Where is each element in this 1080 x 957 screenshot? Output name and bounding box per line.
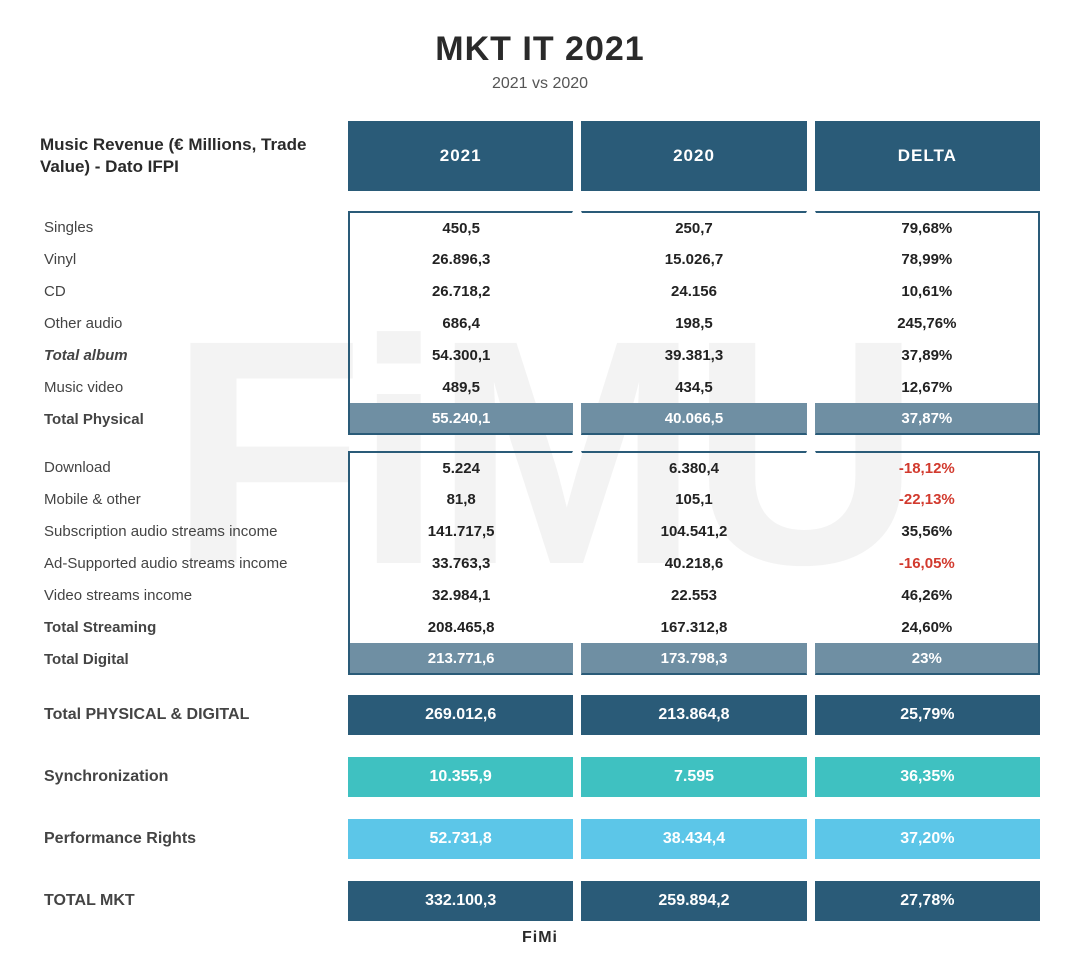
digital-row-label: Download: [40, 451, 340, 483]
digital-subtotal-cell: 23%: [815, 643, 1040, 675]
col-header-delta: DELTA: [815, 121, 1040, 191]
physical-subtotal-cell: 55.240,1: [348, 403, 573, 435]
digital-cell: -16,05%: [815, 547, 1040, 579]
group-digital: Download5.2246.380,4 -18,12% Mobile & othe…: [40, 451, 1040, 675]
summary-bar-cell: 27,78%: [815, 881, 1040, 921]
physical-cell: 78,99%: [815, 243, 1040, 275]
physical-cell: 39.381,3: [581, 339, 806, 371]
physical-cell: 24.156: [581, 275, 806, 307]
digital-cell: 81,8: [348, 483, 573, 515]
summary-bar-cell: 259.894,2: [581, 881, 806, 921]
digital-cell: 35,56%: [815, 515, 1040, 547]
physical-cell: 434,5: [581, 371, 806, 403]
summary-bar-cell: 269.012,6: [348, 695, 573, 735]
digital-cell: -18,12%: [815, 451, 1040, 483]
digital-cell: 46,26%: [815, 579, 1040, 611]
digital-row-label: Mobile & other: [40, 483, 340, 515]
page-subtitle: 2021 vs 2020: [40, 75, 1040, 93]
digital-cell: 104.541,2: [581, 515, 806, 547]
digital-cell: 40.218,6: [581, 547, 806, 579]
summary-bar-row: Total PHYSICAL & DIGITAL269.012,6213.864…: [40, 695, 1040, 735]
header-row: Music Revenue (€ Millions, Trade Value) …: [40, 121, 1040, 191]
summary-bar-row: Synchronization10.355,97.59536,35%: [40, 757, 1040, 797]
digital-row-label: Total Streaming: [40, 611, 340, 643]
digital-cell: 141.717,5: [348, 515, 573, 547]
digital-cell: 33.763,3: [348, 547, 573, 579]
physical-cell: 489,5: [348, 371, 573, 403]
digital-row-label: Video streams income: [40, 579, 340, 611]
physical-cell: 54.300,1: [348, 339, 573, 371]
digital-cell: 208.465,8: [348, 611, 573, 643]
physical-cell: 245,76%: [815, 307, 1040, 339]
summary-bar-cell: 332.100,3: [348, 881, 573, 921]
digital-subtotal-label: Total Digital: [40, 643, 340, 675]
digital-row-label: Subscription audio streams income: [40, 515, 340, 547]
summary-bar-cell: 7.595: [581, 757, 806, 797]
physical-cell: 26.896,3: [348, 243, 573, 275]
summary-bar-label: Synchronization: [40, 757, 340, 797]
physical-cell: 198,5: [581, 307, 806, 339]
summary-bar-cell: 52.731,8: [348, 819, 573, 859]
summary-bar-row: TOTAL MKT332.100,3259.894,227,78%: [40, 881, 1040, 921]
physical-row-label: Singles: [40, 211, 340, 243]
physical-row-label: Other audio: [40, 307, 340, 339]
summary-bar-cell: 38.434,4: [581, 819, 806, 859]
physical-cell: 26.718,2: [348, 275, 573, 307]
summary-bar-label: TOTAL MKT: [40, 881, 340, 921]
digital-cell: 32.984,1: [348, 579, 573, 611]
digital-cell: 167.312,8: [581, 611, 806, 643]
digital-subtotal-cell: 173.798,3: [581, 643, 806, 675]
digital-subtotal-cell: 213.771,6: [348, 643, 573, 675]
col-header-2021: 2021: [348, 121, 573, 191]
digital-cell: -22,13%: [815, 483, 1040, 515]
physical-cell: 15.026,7: [581, 243, 806, 275]
physical-cell: 250,7: [581, 211, 806, 243]
physical-cell: 79,68%: [815, 211, 1040, 243]
page-title: MKT IT 2021: [40, 30, 1040, 69]
digital-cell: 22.553: [581, 579, 806, 611]
physical-subtotal-cell: 37,87%: [815, 403, 1040, 435]
summary-bar-cell: 213.864,8: [581, 695, 806, 735]
summary-bar-label: Total PHYSICAL & DIGITAL: [40, 695, 340, 735]
physical-cell: 12,67%: [815, 371, 1040, 403]
summary-bar-cell: 36,35%: [815, 757, 1040, 797]
report-page: MKT IT 2021 2021 vs 2020 Music Revenue (…: [0, 0, 1080, 957]
summary-bars: Total PHYSICAL & DIGITAL269.012,6213.864…: [40, 695, 1040, 921]
group-physical: Singles450,5250,7 79,68% Vinyl26.896,315.0…: [40, 211, 1040, 435]
physical-cell: 37,89%: [815, 339, 1040, 371]
summary-bar-cell: 25,79%: [815, 695, 1040, 735]
physical-row-label: Music video: [40, 371, 340, 403]
physical-cell: 686,4: [348, 307, 573, 339]
summary-bar-cell: 37,20%: [815, 819, 1040, 859]
col-header-2020: 2020: [581, 121, 806, 191]
physical-subtotal-cell: 40.066,5: [581, 403, 806, 435]
summary-bar-cell: 10.355,9: [348, 757, 573, 797]
digital-row-label: Ad-Supported audio streams income: [40, 547, 340, 579]
physical-row-label: CD: [40, 275, 340, 307]
digital-cell: 105,1: [581, 483, 806, 515]
header-label: Music Revenue (€ Millions, Trade Value) …: [40, 121, 340, 191]
footer-logo: FiMi: [40, 929, 1040, 947]
physical-cell: 10,61%: [815, 275, 1040, 307]
summary-bar-row: Performance Rights52.731,838.434,437,20%: [40, 819, 1040, 859]
digital-cell: 24,60%: [815, 611, 1040, 643]
physical-row-label: Vinyl: [40, 243, 340, 275]
physical-subtotal-label: Total Physical: [40, 403, 340, 435]
digital-cell: 5.224: [348, 451, 573, 483]
digital-cell: 6.380,4: [581, 451, 806, 483]
summary-bar-label: Performance Rights: [40, 819, 340, 859]
physical-cell: 450,5: [348, 211, 573, 243]
physical-row-label: Total album: [40, 339, 340, 371]
